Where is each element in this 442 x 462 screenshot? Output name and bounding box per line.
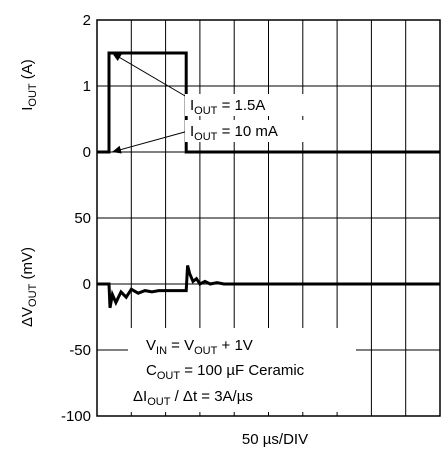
ylabel-voltage: ΔVOUT (mV) <box>19 247 39 327</box>
traces <box>97 51 440 309</box>
plot-frame <box>96 19 441 417</box>
annotation-iout-high: IOUT = 1.5A <box>185 94 310 117</box>
y-tick-label: -50 <box>69 342 91 359</box>
y-tick-label: 50 <box>74 210 91 227</box>
trace-voltage <box>97 265 440 309</box>
y-tick-labels: 2 1 0 50 0 -50 -100 <box>61 12 91 425</box>
condition-cout: COUT = 100 µF Ceramic <box>146 362 305 382</box>
plot-border <box>96 19 441 417</box>
annotation-iout-high-text: IOUT = 1.5A <box>190 97 265 117</box>
annotation-arrow-line <box>111 52 193 101</box>
annotation-arrow-line <box>111 129 193 153</box>
trace-current <box>97 51 440 154</box>
y-tick-label: 0 <box>83 276 91 293</box>
annotation-iout-low: IOUT = 10 mA <box>185 120 320 143</box>
y-tick-label: 1 <box>83 78 91 95</box>
test-conditions: VIN = VOUT + 1V COUT = 100 µF Ceramic ΔI… <box>128 328 356 412</box>
annotation-arrow-head <box>112 145 122 154</box>
annotation-arrows <box>111 52 193 154</box>
x-axis-label: 50 µs/DIV <box>242 431 308 448</box>
y-tick-label: 0 <box>83 144 91 161</box>
annotation-iout-low-text: IOUT = 10 mA <box>190 123 278 143</box>
annotation-arrow-head <box>112 53 122 62</box>
condition-vin: VIN = VOUT + 1V <box>146 337 253 357</box>
y-tick-label: 2 <box>83 12 91 29</box>
y-tick-label: -100 <box>61 408 91 425</box>
condition-slew: ΔIOUT / Δt = 3A/µs <box>133 388 253 408</box>
